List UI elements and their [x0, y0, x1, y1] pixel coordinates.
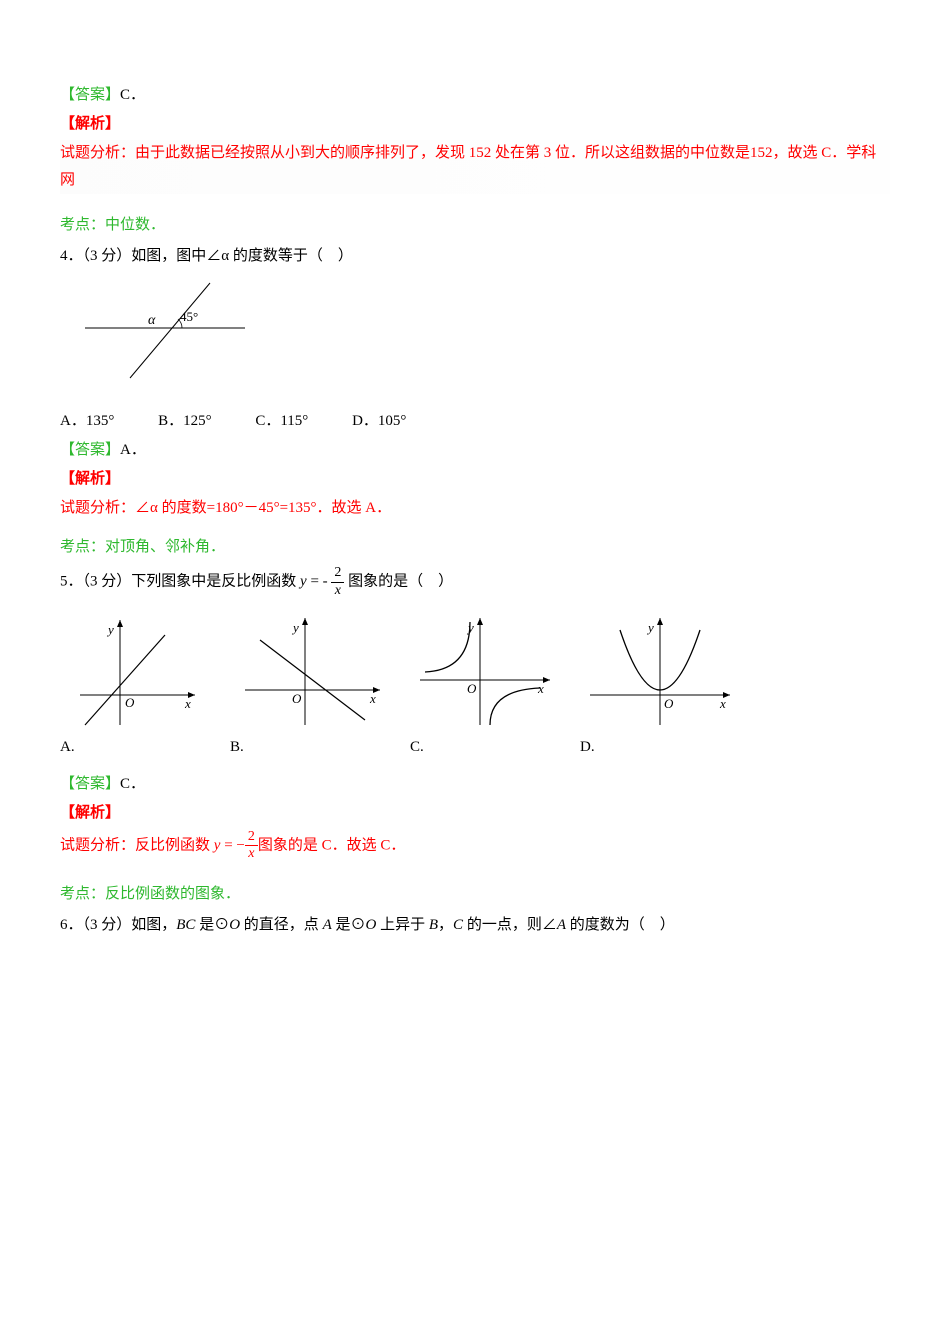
svg-text:O: O — [664, 696, 674, 711]
svg-text:y: y — [106, 622, 114, 637]
q5-graphs: y x O A. y x O B. y x O — [60, 610, 890, 761]
svg-text:x: x — [369, 691, 376, 706]
graph-b-svg: y x O — [230, 610, 390, 730]
q4-analysis-label: 【解析】 — [60, 466, 890, 493]
graph-c-label: C. — [410, 734, 424, 761]
fraction: 2x — [245, 829, 258, 864]
angle-value: 45° — [180, 309, 198, 324]
q4-option-c: C．115° — [255, 408, 308, 435]
graph-a-svg: y x O — [60, 610, 210, 730]
alpha-label: α — [148, 313, 156, 328]
q4-analysis-text: 试题分析：∠α 的度数=180°－45°=135°．故选 A． — [60, 495, 890, 522]
q5-answer: 【答案】C． — [60, 771, 890, 798]
graph-b-label: B. — [230, 734, 244, 761]
answer-value: C． — [120, 776, 145, 792]
answer-value: C． — [120, 87, 145, 103]
q5-analysis-text: 试题分析：反比例函数 y = −2x图象的是 C．故选 C． — [60, 829, 890, 864]
graph-b: y x O B. — [230, 610, 390, 761]
q4-options: A．135° B．125° C．115° D．105° — [60, 408, 890, 435]
svg-text:O: O — [467, 681, 477, 696]
q6-stem: 6．（3 分）如图，BC 是⊙O 的直径，点 A 是⊙O 上异于 B，C 的一点… — [60, 912, 890, 939]
graph-d-svg: y x O — [580, 610, 740, 730]
svg-text:y: y — [291, 620, 299, 635]
q5-stem: 5．（3 分）下列图象中是反比例函数 y = - 2x 图象的是（ ） — [60, 565, 890, 600]
graph-a-label: A. — [60, 734, 75, 761]
q3-analysis-text: 试题分析：由于此数据已经按照从小到大的顺序排列了，发现 152 处在第 3 位．… — [60, 140, 890, 194]
graph-c: y x O C. — [410, 610, 560, 761]
angle-diagram-svg: α 45° — [80, 278, 250, 388]
svg-text:x: x — [184, 696, 191, 711]
graph-d-label: D. — [580, 734, 595, 761]
svg-text:y: y — [646, 620, 654, 635]
q4-option-d: D．105° — [352, 408, 406, 435]
graph-d: y x O D. — [580, 610, 740, 761]
q4-diagram: α 45° — [80, 278, 890, 398]
graph-c-svg: y x O — [410, 610, 560, 730]
answer-label: 【答案】 — [60, 776, 120, 792]
q4-stem: 4．（3 分）如图，图中∠α 的度数等于（ ） — [60, 243, 890, 270]
svg-text:x: x — [719, 696, 726, 711]
svg-text:y: y — [466, 620, 474, 635]
q4-option-b: B．125° — [158, 408, 212, 435]
answer-label: 【答案】 — [60, 442, 120, 458]
fraction: 2x — [331, 565, 344, 600]
answer-value: A． — [120, 442, 146, 458]
q5-analysis-label: 【解析】 — [60, 800, 890, 827]
q3-answer: 【答案】C． — [60, 82, 890, 109]
q4-option-a: A．135° — [60, 408, 114, 435]
answer-label: 【答案】 — [60, 87, 120, 103]
svg-text:O: O — [125, 695, 135, 710]
graph-a: y x O A. — [60, 610, 210, 761]
q4-kaodian: 考点：对顶角、邻补角． — [60, 534, 890, 561]
svg-text:O: O — [292, 691, 302, 706]
svg-text:x: x — [537, 681, 544, 696]
q3-analysis-label: 【解析】 — [60, 111, 890, 138]
q3-kaodian: 考点：中位数． — [60, 212, 890, 239]
q4-answer: 【答案】A． — [60, 437, 890, 464]
q5-kaodian: 考点：反比例函数的图象． — [60, 881, 890, 908]
